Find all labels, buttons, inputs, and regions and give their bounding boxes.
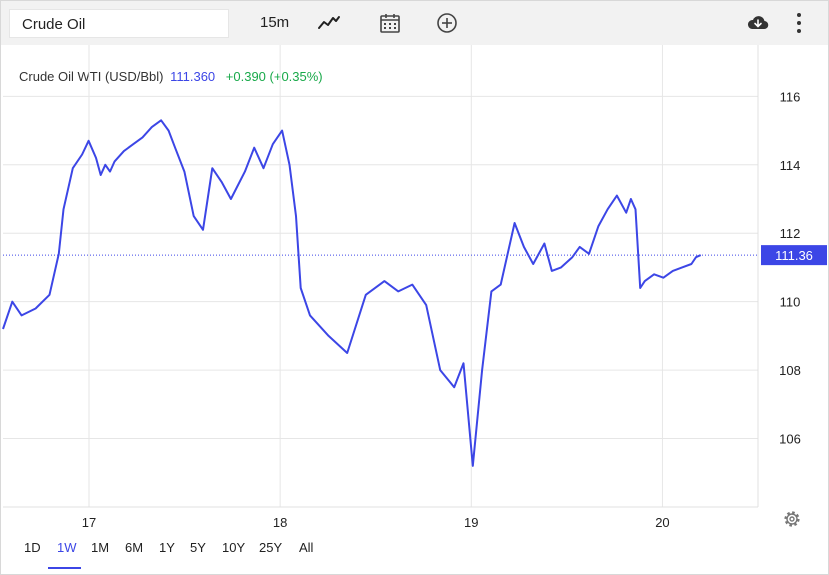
range-1m[interactable]: 1M bbox=[91, 540, 110, 555]
x-tick-label: 17 bbox=[82, 515, 96, 530]
line-chart-style-icon[interactable] bbox=[317, 11, 341, 35]
active-range-indicator bbox=[48, 567, 81, 569]
x-tick-label: 18 bbox=[273, 515, 287, 530]
y-tick-label: 108 bbox=[779, 363, 801, 378]
range-25y[interactable]: 25Y bbox=[259, 540, 283, 555]
y-tick-label: 106 bbox=[779, 432, 801, 447]
range-10y[interactable]: 10Y bbox=[222, 540, 246, 555]
toolbar: Crude Oil 15m bbox=[1, 1, 828, 45]
price-series-line[interactable] bbox=[2, 119, 702, 467]
range-5y[interactable]: 5Y bbox=[190, 540, 206, 555]
search-input[interactable]: Crude Oil bbox=[9, 9, 229, 38]
price-chart[interactable]: 1061081101121141161718192023111.36 bbox=[0, 45, 829, 540]
range-1w[interactable]: 1W bbox=[57, 540, 77, 555]
x-tick-label: 20 bbox=[655, 515, 669, 530]
interval-selector[interactable]: 15m bbox=[260, 14, 290, 31]
range-1d[interactable]: 1D bbox=[24, 540, 41, 555]
more-menu-icon[interactable] bbox=[787, 11, 811, 35]
x-tick-label: 19 bbox=[464, 515, 478, 530]
calendar-icon[interactable] bbox=[378, 11, 402, 35]
y-tick-label: 112 bbox=[780, 226, 801, 241]
chart-legend: Crude Oil WTI (USD/Bbl) 111.360 +0.390 (… bbox=[19, 69, 323, 84]
last-value-badge-label: 111.36 bbox=[775, 248, 813, 263]
legend-change: +0.390 (+0.35%) bbox=[225, 69, 323, 84]
settings-gear-icon[interactable] bbox=[782, 509, 802, 529]
range-6m[interactable]: 6M bbox=[125, 540, 144, 555]
y-tick-label: 114 bbox=[780, 158, 801, 173]
legend-instrument-name: Crude Oil WTI (USD/Bbl) bbox=[19, 69, 164, 84]
y-tick-label: 110 bbox=[780, 295, 801, 310]
y-tick-label: 116 bbox=[780, 89, 801, 104]
last-value-badge bbox=[761, 245, 827, 266]
range-all[interactable]: All bbox=[299, 540, 314, 555]
range-1y[interactable]: 1Y bbox=[159, 540, 175, 555]
download-icon[interactable] bbox=[746, 11, 770, 35]
add-comparison-icon[interactable] bbox=[435, 11, 459, 35]
search-value: Crude Oil bbox=[22, 16, 86, 33]
legend-last-value: 111.360 bbox=[170, 69, 216, 84]
